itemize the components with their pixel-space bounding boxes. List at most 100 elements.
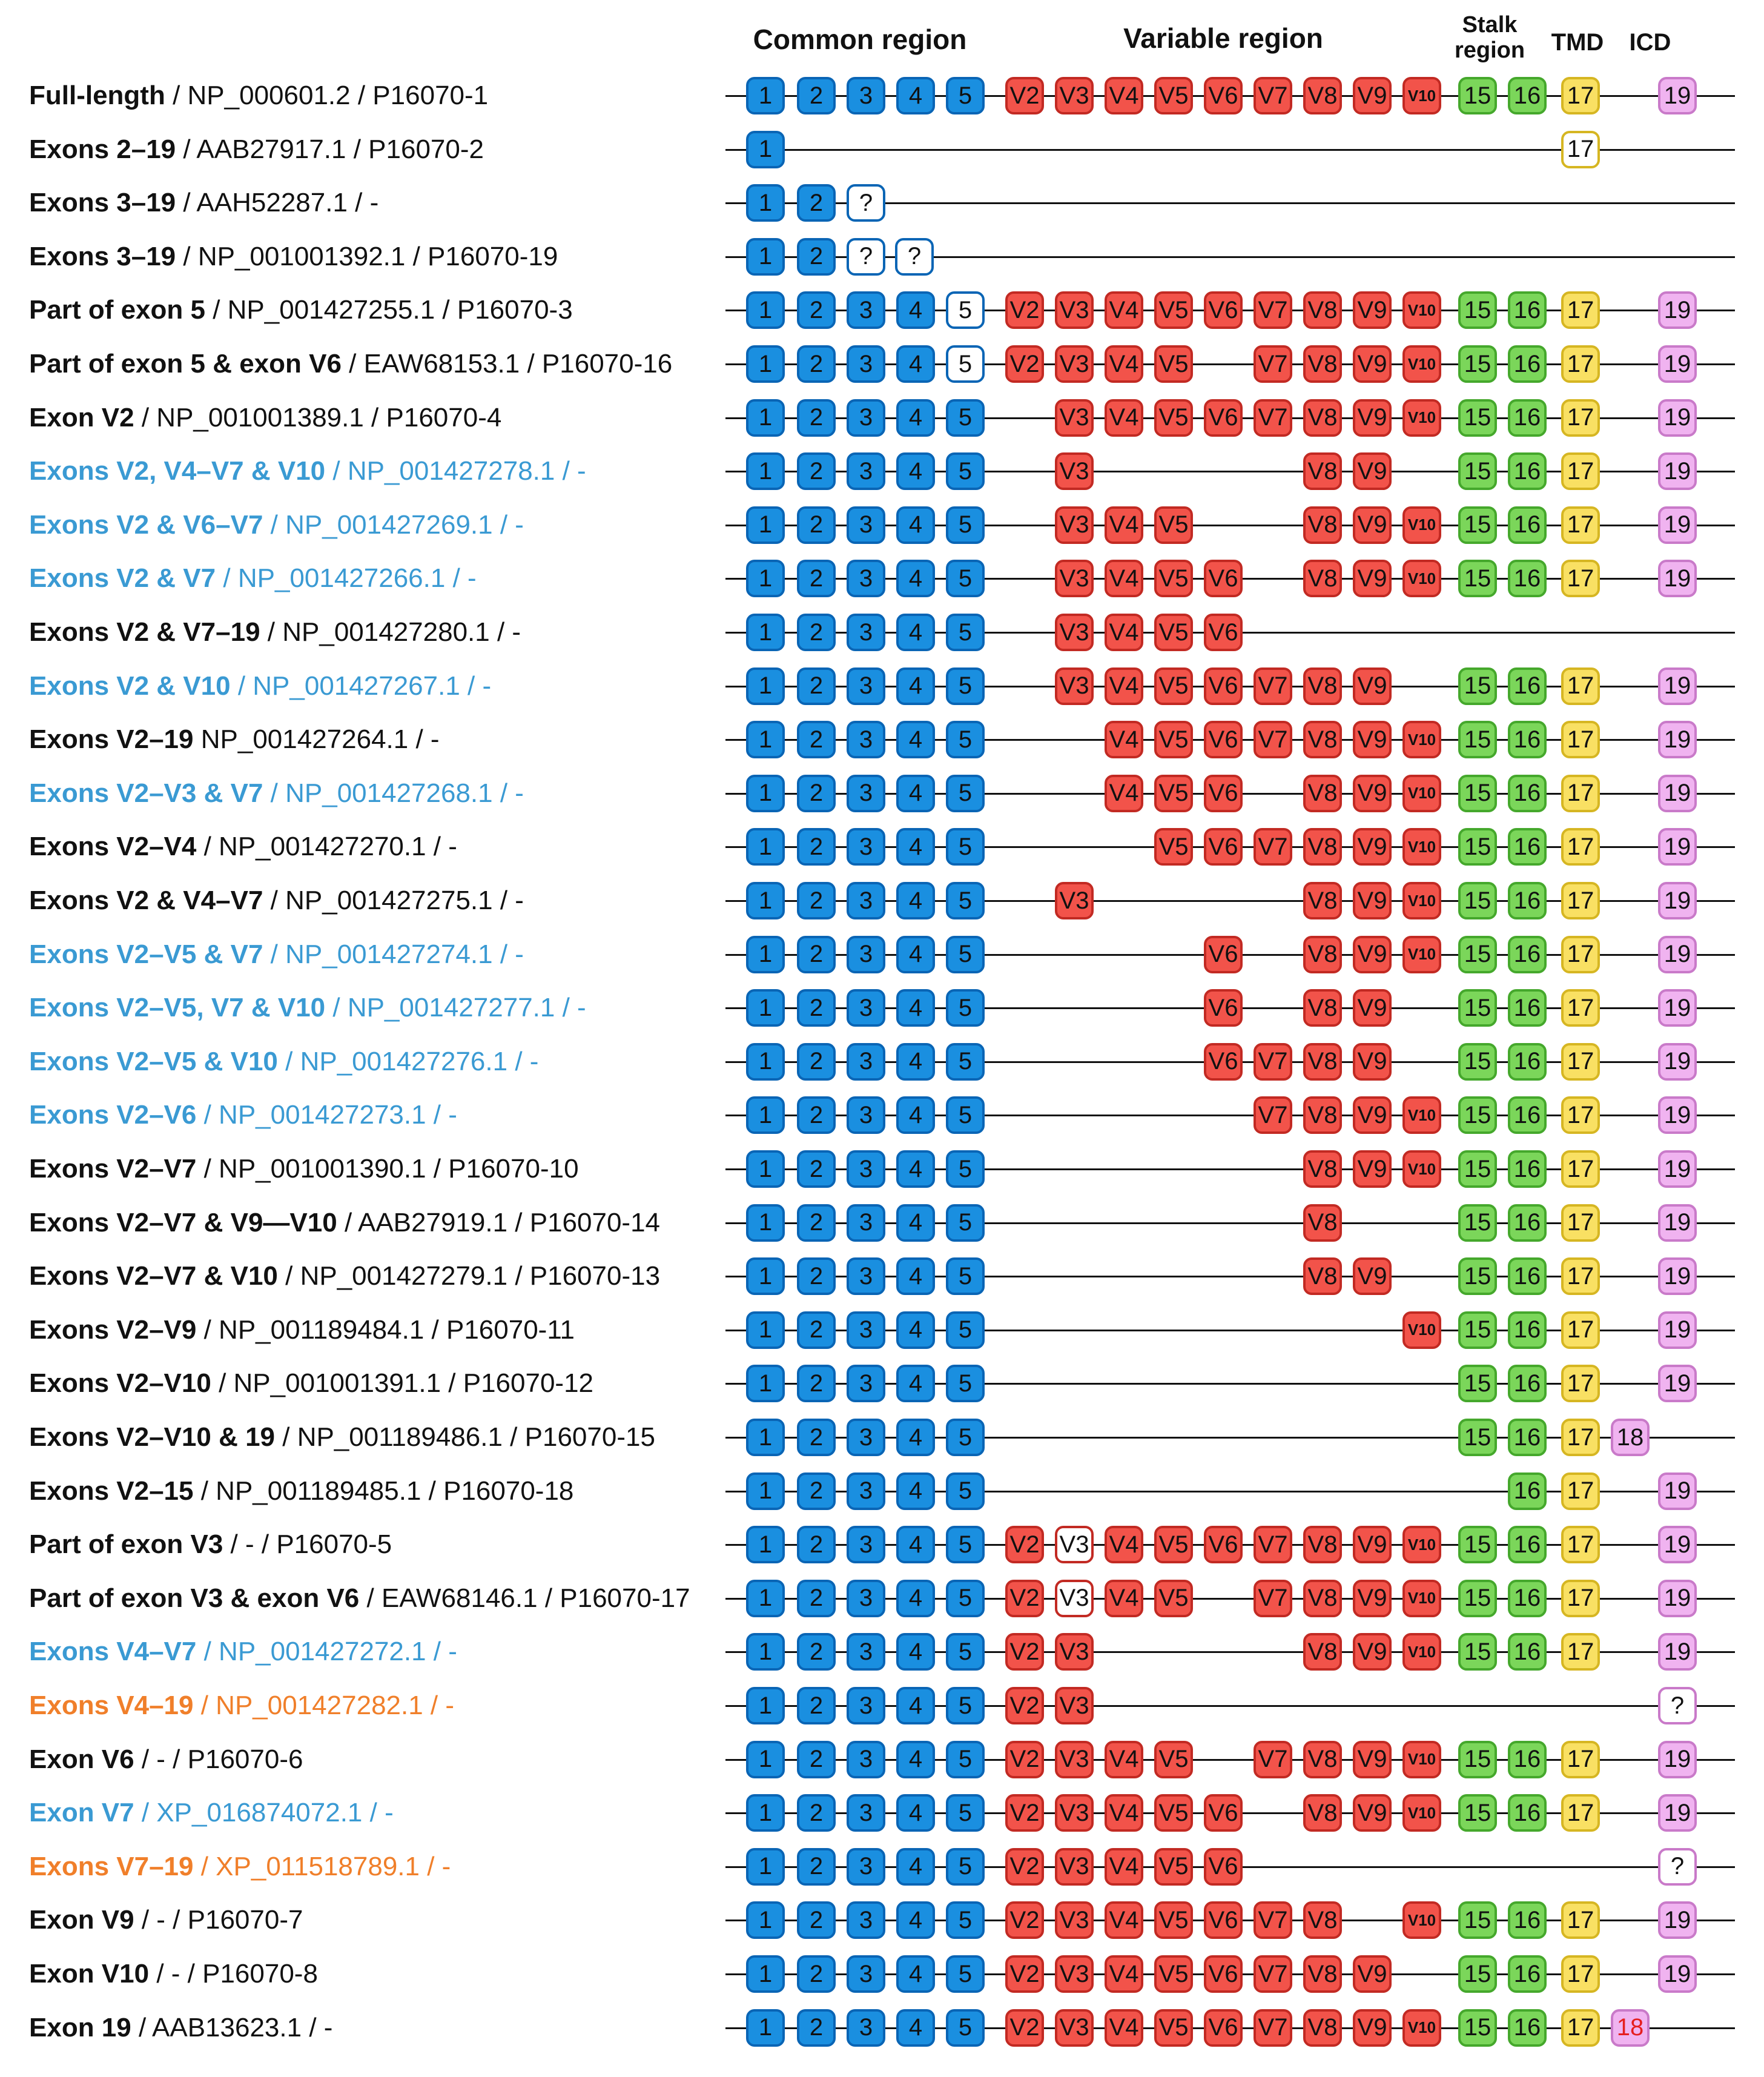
isoform-name: Exons V2–V5 & V7 xyxy=(29,939,263,969)
exon-v8: V8 xyxy=(1303,882,1342,919)
exon-15: 15 xyxy=(1458,1740,1497,1778)
exon-15: 15 xyxy=(1458,2009,1497,2047)
exon-17: 17 xyxy=(1561,506,1600,544)
exon-3: 3 xyxy=(847,291,885,330)
exon-1: 1 xyxy=(746,1257,785,1296)
isoform-accessions: / NP_001427280.1 / - xyxy=(260,617,521,647)
exon-v9: V9 xyxy=(1353,1096,1392,1135)
exon-3: 3 xyxy=(847,506,885,544)
isoform-name: Exons V2, V4–V7 & V10 xyxy=(29,456,326,486)
exon-1: 1 xyxy=(746,1096,785,1135)
isoform-accessions: / XP_016874072.1 / - xyxy=(134,1798,394,1828)
exon-v9: V9 xyxy=(1353,882,1392,919)
exon-2: 2 xyxy=(797,1257,836,1296)
unknown-exon: ? xyxy=(847,184,885,222)
exon-v3: V3 xyxy=(1055,77,1094,114)
isoform-accessions: / - / P16070-8 xyxy=(149,1959,318,1989)
exon-v6: V6 xyxy=(1204,1526,1243,1564)
exon-5: 5 xyxy=(946,721,985,759)
exon-16: 16 xyxy=(1508,1526,1547,1564)
transcript-line xyxy=(725,524,1735,526)
isoform-label: Exons V2 & V7–19 / NP_001427280.1 / - xyxy=(29,614,521,651)
exon-v5: V5 xyxy=(1154,399,1193,437)
exon-v5: V5 xyxy=(1154,1579,1193,1617)
isoform-name: Exon V7 xyxy=(29,1798,134,1828)
exon-4: 4 xyxy=(896,77,935,114)
exon-v3: V3 xyxy=(1055,1847,1094,1886)
exon-5: 5 xyxy=(946,1365,985,1403)
exon-17: 17 xyxy=(1561,1901,1600,1940)
exon-19: 19 xyxy=(1658,774,1697,812)
exon-v6: V6 xyxy=(1204,935,1243,973)
exon-v9: V9 xyxy=(1353,1633,1392,1671)
isoform-label: Exon V7 / XP_016874072.1 / - xyxy=(29,1795,394,1831)
exon-1: 1 xyxy=(746,774,785,812)
exon-19: 19 xyxy=(1658,1579,1697,1617)
isoform-label: Part of exon 5 & exon V6 / EAW68153.1 / … xyxy=(29,346,672,382)
isoform-label: Exons V2, V4–V7 & V10 / NP_001427278.1 /… xyxy=(29,453,586,489)
exon-1: 1 xyxy=(746,989,785,1027)
exon-1: 1 xyxy=(746,1633,785,1671)
exon-v3: V3 xyxy=(1055,1526,1094,1564)
exon-1: 1 xyxy=(746,1847,785,1886)
exon-v9: V9 xyxy=(1353,721,1392,759)
exon-v6: V6 xyxy=(1204,667,1243,705)
exon-v3: V3 xyxy=(1055,1901,1094,1940)
exon-v6: V6 xyxy=(1204,1042,1243,1081)
exon-1: 1 xyxy=(746,1526,785,1564)
exon-v8: V8 xyxy=(1303,989,1342,1027)
exon-15: 15 xyxy=(1458,77,1497,114)
exon-16: 16 xyxy=(1508,882,1547,919)
isoform-label: Exons 2–19 / AAB27917.1 / P16070-2 xyxy=(29,131,484,168)
exon-5: 5 xyxy=(946,291,985,330)
exon-5: 5 xyxy=(946,828,985,866)
exon-v8: V8 xyxy=(1303,399,1342,437)
exon-1: 1 xyxy=(746,1901,785,1940)
exon-v10: V10 xyxy=(1402,1740,1441,1778)
exon-v3: V3 xyxy=(1055,452,1094,491)
exon-2: 2 xyxy=(797,721,836,759)
exon-v3: V3 xyxy=(1055,2009,1094,2047)
transcript-line xyxy=(725,1115,1735,1117)
isoform-name: Exon 19 xyxy=(29,2012,131,2042)
exon-5: 5 xyxy=(946,399,985,437)
exon-18: 18 xyxy=(1611,1419,1650,1456)
exon-v8: V8 xyxy=(1303,1526,1342,1564)
exon-v10: V10 xyxy=(1402,345,1441,383)
isoform-name: Full-length xyxy=(29,81,165,110)
exon-v3: V3 xyxy=(1055,1794,1094,1832)
exon-2: 2 xyxy=(797,560,836,598)
exon-19: 19 xyxy=(1658,1311,1697,1349)
exon-1: 1 xyxy=(746,614,785,651)
exon-19: 19 xyxy=(1658,1633,1697,1671)
exon-4: 4 xyxy=(896,1687,935,1724)
exon-3: 3 xyxy=(847,935,885,973)
exon-v5: V5 xyxy=(1154,345,1193,383)
exon-5: 5 xyxy=(946,935,985,973)
exon-v7: V7 xyxy=(1254,345,1292,383)
isoform-accessions: / EAW68153.1 / P16070-16 xyxy=(341,349,673,379)
exon-1: 1 xyxy=(746,1955,785,1993)
transcript-line xyxy=(725,1758,1735,1761)
exon-3: 3 xyxy=(847,1419,885,1456)
transcript-line xyxy=(725,1490,1735,1492)
exon-19: 19 xyxy=(1658,828,1697,866)
exon-v3: V3 xyxy=(1055,1740,1094,1778)
exon-v5: V5 xyxy=(1154,614,1193,651)
isoform-label: Exons V2–V9 / NP_001189484.1 / P16070-11 xyxy=(29,1312,575,1348)
isoform-name: Exons 3–19 xyxy=(29,241,176,271)
exon-2: 2 xyxy=(797,1687,836,1724)
exon-3: 3 xyxy=(847,882,885,919)
exon-3: 3 xyxy=(847,1955,885,1993)
isoform-accessions: / AAB27917.1 / P16070-2 xyxy=(176,134,484,164)
exon-v9: V9 xyxy=(1353,345,1392,383)
exon-4: 4 xyxy=(896,1365,935,1403)
exon-15: 15 xyxy=(1458,1955,1497,1993)
exon-5: 5 xyxy=(946,1204,985,1242)
exon-v9: V9 xyxy=(1353,291,1392,330)
exon-5: 5 xyxy=(946,1419,985,1456)
exon-15: 15 xyxy=(1458,1365,1497,1403)
exon-19: 19 xyxy=(1658,721,1697,759)
exon-4: 4 xyxy=(896,1096,935,1135)
exon-v9: V9 xyxy=(1353,77,1392,114)
